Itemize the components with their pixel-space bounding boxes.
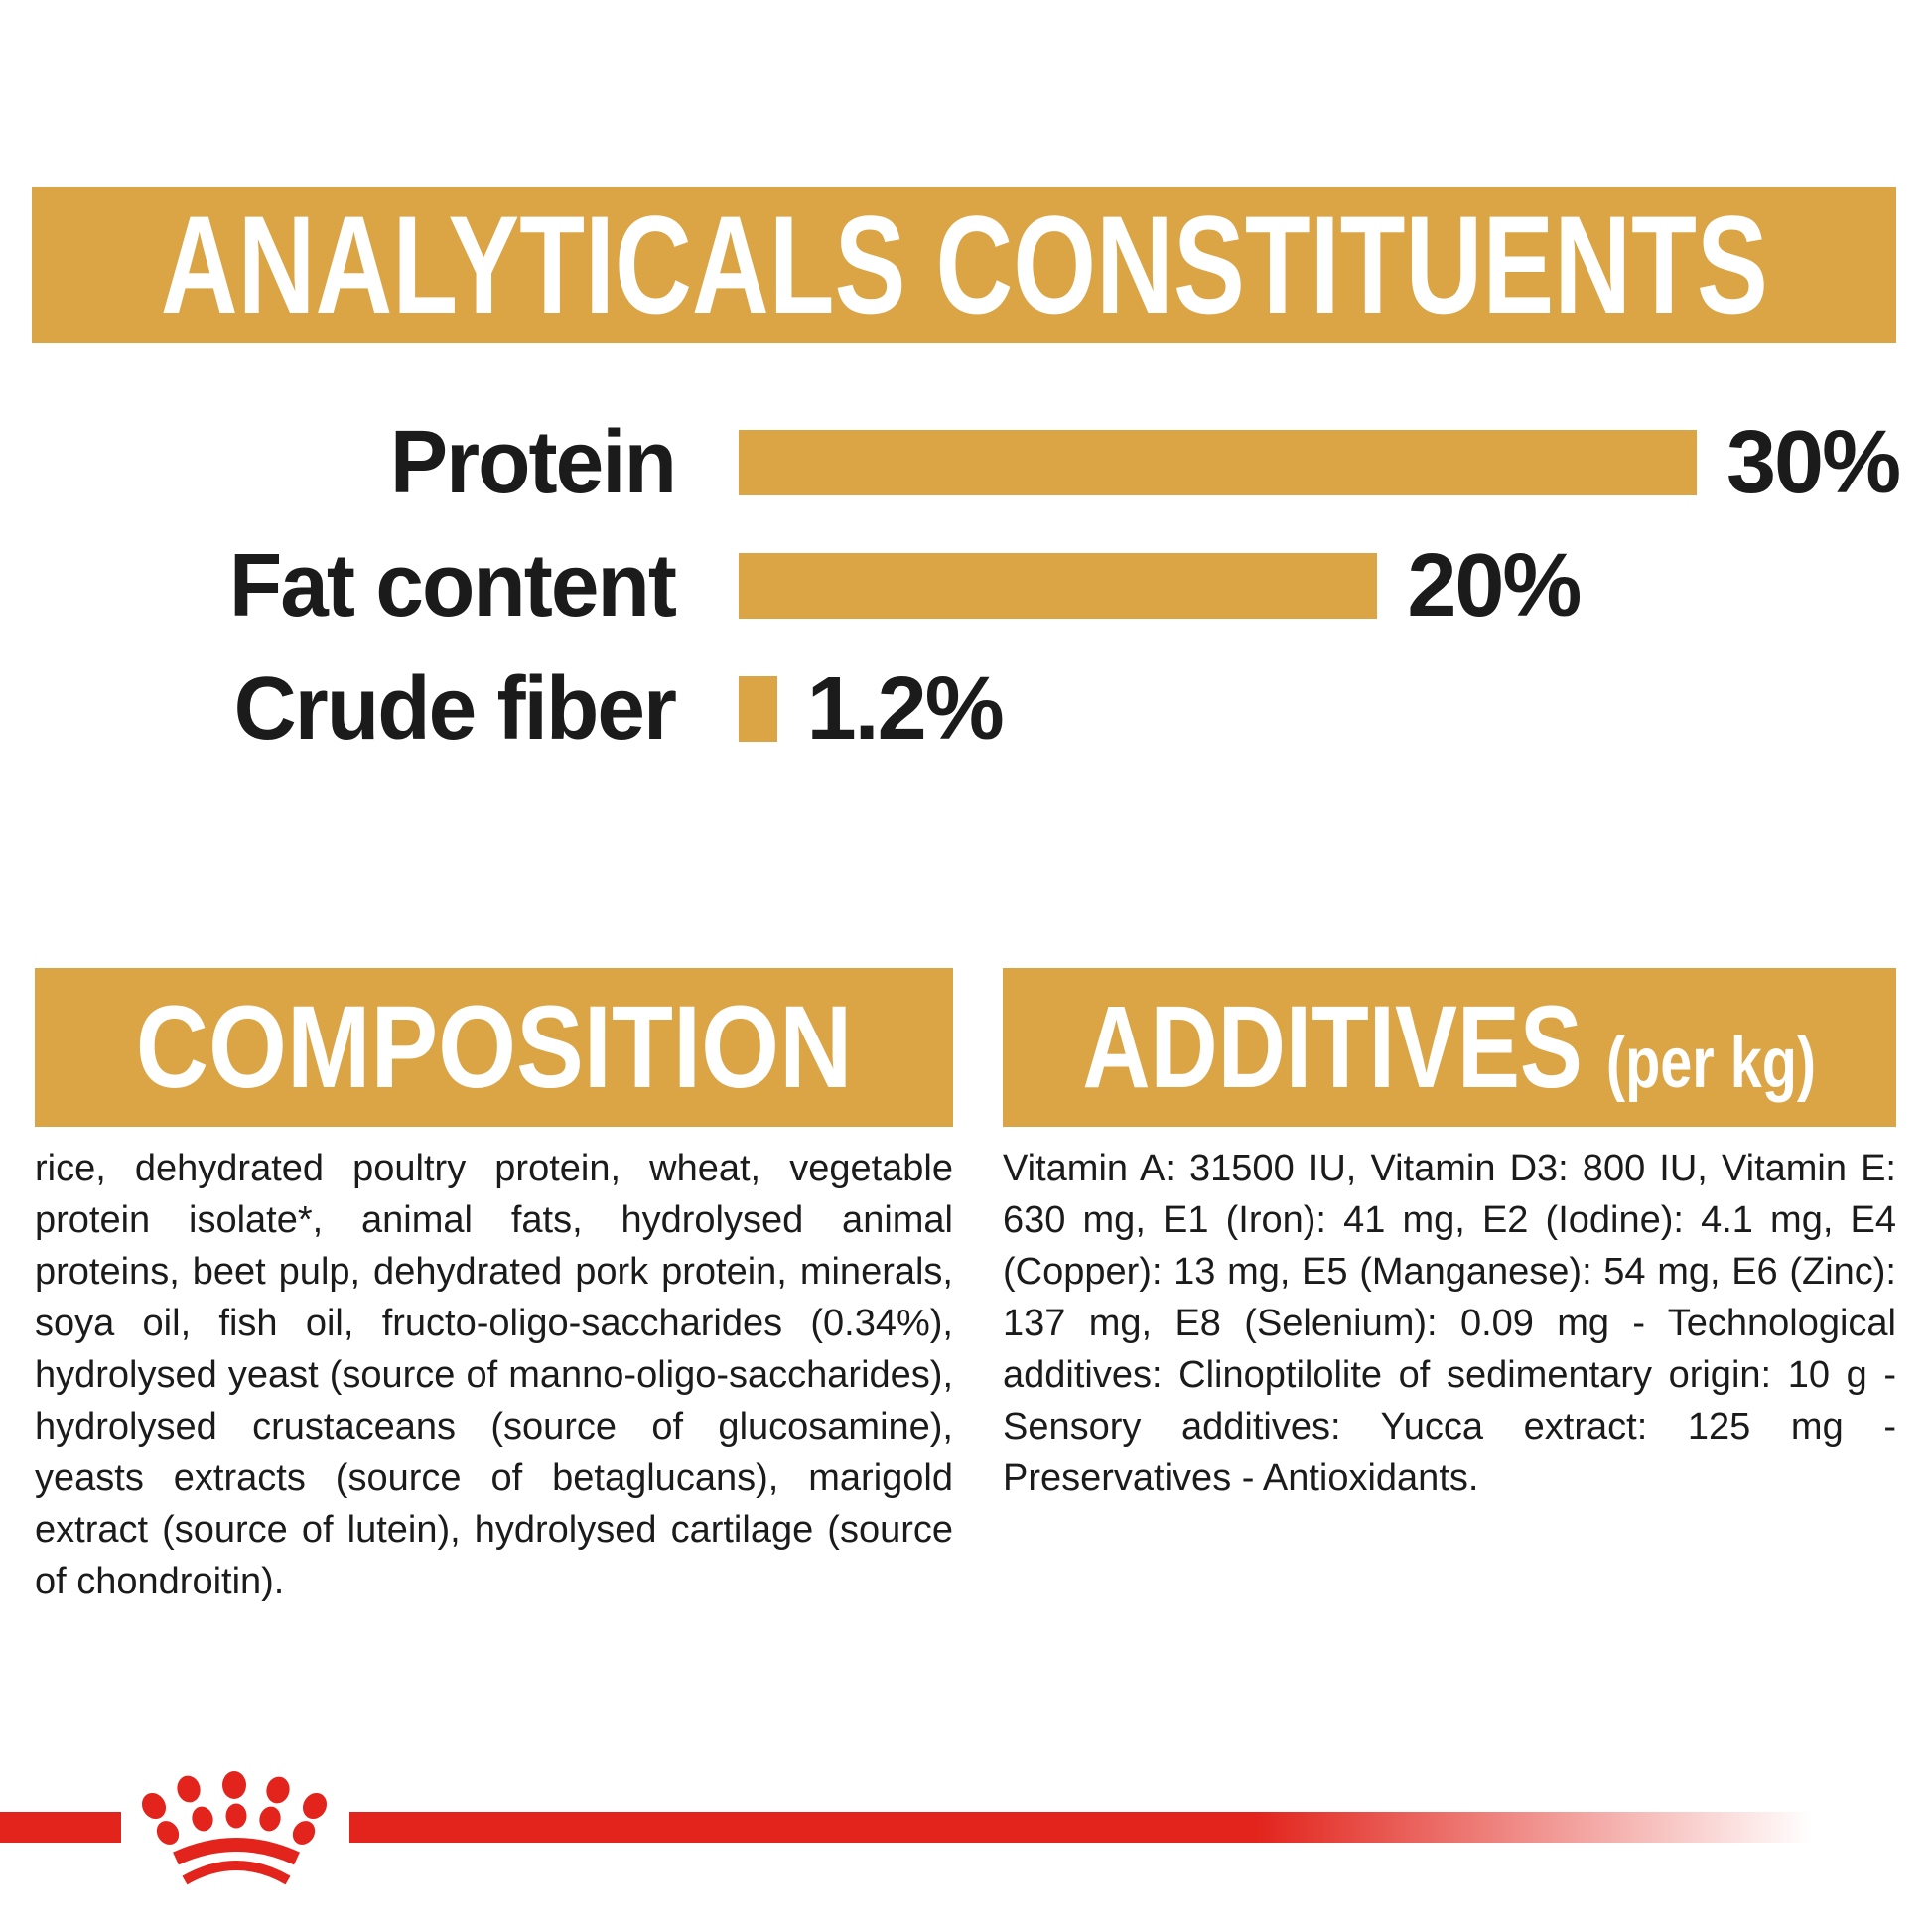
- additives-title: ADDITIVES: [1082, 982, 1584, 1113]
- protein-bar: [739, 430, 1697, 495]
- chart-row-protein: Protein 30%: [0, 401, 1932, 524]
- fat-content-label: Fat content: [228, 536, 677, 635]
- composition-header-line: COMPOSITION: [136, 989, 853, 1106]
- composition-title: COMPOSITION: [135, 982, 853, 1113]
- composition-header: COMPOSITION: [35, 968, 953, 1127]
- analyticals-title: ANALYTICALS CONSTITUENTS: [160, 186, 1768, 343]
- crude-fiber-value: 1.2%: [806, 659, 1005, 759]
- composition-section: COMPOSITION rice, dehydrated poultry pro…: [35, 968, 953, 1607]
- fat-content-bar: [739, 553, 1378, 619]
- crude-fiber-label: Crude fiber: [233, 659, 677, 759]
- crude-fiber-bar: [739, 676, 777, 742]
- crown-dots: [141, 1771, 328, 1845]
- additives-header: ADDITIVES (per kg): [1003, 968, 1896, 1127]
- additives-unit: (per kg): [1606, 1024, 1817, 1103]
- crown-base-arcs: [173, 1838, 300, 1885]
- analyticals-banner: ANALYTICALS CONSTITUENTS: [32, 187, 1896, 343]
- fat-content-value: 20%: [1407, 536, 1582, 635]
- analytical-constituents-chart: Protein 30% Fat content 20% Crude fiber …: [0, 401, 1932, 770]
- footer-stripe-left: [0, 1812, 121, 1843]
- royal-canin-crown-paw-logo-icon: [141, 1771, 328, 1885]
- additives-header-line: ADDITIVES (per kg): [1083, 989, 1817, 1106]
- chart-row-fat-content: Fat content 20%: [0, 524, 1932, 647]
- additives-section: ADDITIVES (per kg) Vitamin A: 31500 IU, …: [1003, 968, 1896, 1504]
- protein-value: 30%: [1726, 413, 1901, 512]
- chart-row-crude-fiber: Crude fiber 1.2%: [0, 647, 1932, 770]
- protein-label: Protein: [389, 413, 677, 512]
- additives-body-text: Vitamin A: 31500 IU, Vitamin D3: 800 IU,…: [1003, 1148, 1896, 1499]
- composition-body-text: rice, dehydrated poultry protein, wheat,…: [35, 1148, 953, 1602]
- footer-stripe-right: [349, 1812, 1812, 1843]
